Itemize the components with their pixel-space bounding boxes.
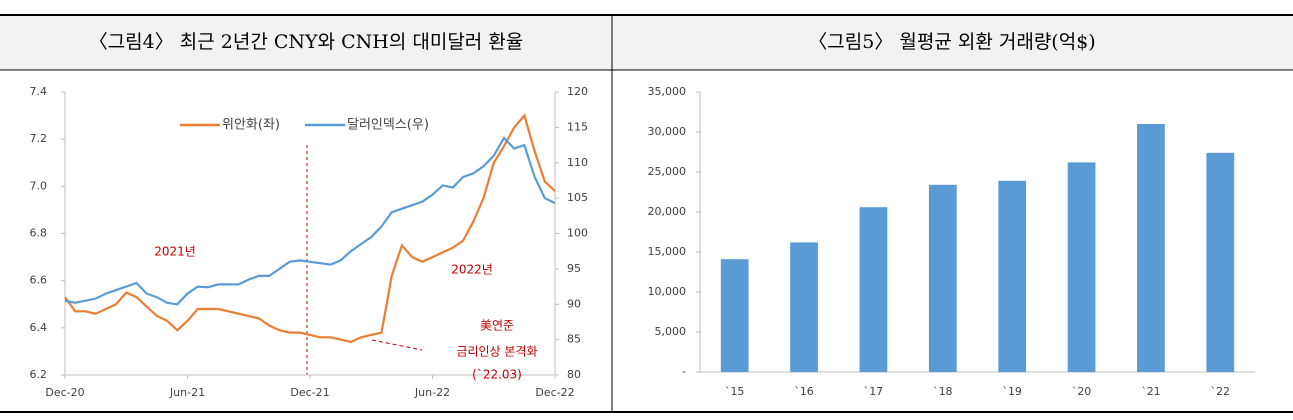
y-tick-label: 6.6 bbox=[30, 274, 48, 287]
annotation-leader bbox=[371, 339, 423, 351]
x-tick-label: `15 bbox=[725, 385, 745, 398]
x-tick-label: `18 bbox=[933, 385, 953, 398]
y2-tick-label: 100 bbox=[567, 227, 588, 240]
annotation: 美연준 bbox=[480, 319, 514, 333]
y-tick-label: 15,000 bbox=[648, 245, 687, 258]
y-tick-label: 20,000 bbox=[648, 205, 687, 218]
legend-label: 위안화(좌) bbox=[222, 118, 280, 133]
bar bbox=[998, 180, 1027, 372]
y-tick-label: 6.4 bbox=[30, 321, 48, 334]
bar bbox=[790, 242, 818, 372]
y2-tick-label: 90 bbox=[567, 297, 581, 310]
y-tick-label: 5,000 bbox=[655, 325, 687, 338]
series-line bbox=[64, 136, 556, 306]
x-tick-label: `21 bbox=[1141, 385, 1161, 398]
annotation: (`22.03) bbox=[472, 368, 522, 382]
x-tick-label: Dec-22 bbox=[535, 386, 574, 399]
x-tick-label: `22 bbox=[1211, 385, 1231, 398]
y2-tick-label: 120 bbox=[567, 85, 588, 98]
bar bbox=[859, 207, 888, 372]
y-tick-label: - bbox=[682, 365, 686, 378]
bar bbox=[1206, 152, 1235, 372]
annotation: 금리인상 본격화 bbox=[456, 345, 537, 359]
x-tick-label: `20 bbox=[1072, 385, 1092, 398]
x-tick-label: `16 bbox=[794, 385, 814, 398]
y2-tick-label: 95 bbox=[567, 262, 581, 275]
bar bbox=[1137, 124, 1165, 372]
x-tick-label: Jun-22 bbox=[414, 386, 450, 399]
chart-title: 〈그림5〉 월평균 외환 거래량(억$) bbox=[808, 31, 1095, 53]
x-tick-label: Dec-20 bbox=[45, 386, 84, 399]
y-tick-label: 35,000 bbox=[648, 85, 687, 98]
x-tick-label: `19 bbox=[1002, 385, 1022, 398]
bar bbox=[720, 259, 749, 372]
y2-tick-label: 110 bbox=[567, 156, 588, 169]
annotation: 2021년 bbox=[154, 245, 196, 259]
y-tick-label: 7.2 bbox=[30, 132, 48, 145]
y2-tick-label: 115 bbox=[567, 120, 588, 133]
y-tick-label: 25,000 bbox=[648, 165, 687, 178]
series-line bbox=[64, 113, 556, 344]
y2-tick-label: 85 bbox=[567, 333, 581, 346]
header-band bbox=[0, 15, 1293, 70]
y-tick-label: 7.4 bbox=[30, 85, 48, 98]
annotation: 2022년 bbox=[451, 263, 493, 277]
y-tick-label: 30,000 bbox=[648, 125, 687, 138]
x-tick-label: Jun-21 bbox=[169, 386, 205, 399]
y-tick-label: 6.2 bbox=[30, 368, 48, 381]
y-tick-label: 6.8 bbox=[30, 227, 48, 240]
y2-tick-label: 105 bbox=[567, 191, 588, 204]
y-tick-label: 7.0 bbox=[30, 179, 48, 192]
x-tick-label: Dec-21 bbox=[290, 386, 329, 399]
bar bbox=[1067, 162, 1096, 372]
bar bbox=[928, 184, 957, 372]
legend-label: 달러인덱스(우) bbox=[347, 118, 429, 133]
y2-tick-label: 80 bbox=[567, 368, 581, 381]
y-tick-label: 10,000 bbox=[648, 285, 687, 298]
x-tick-label: `17 bbox=[864, 385, 884, 398]
chart-title: 〈그림4〉 최근 2년간 CNY와 CNH의 대미달러 환율 bbox=[89, 31, 524, 53]
